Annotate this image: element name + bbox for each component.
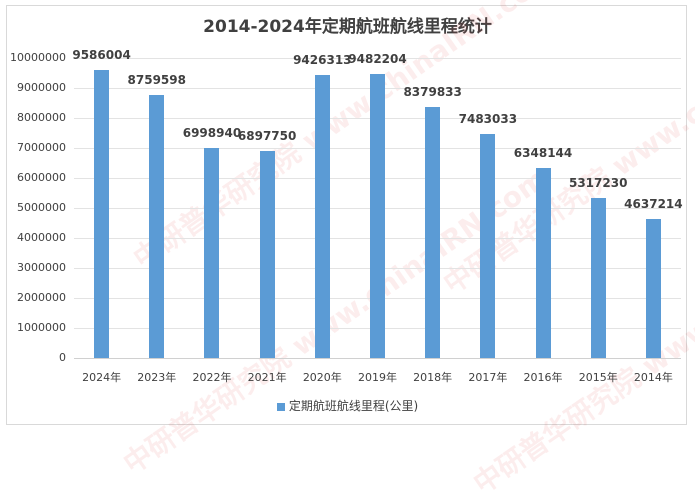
bar xyxy=(535,167,551,358)
y-tick-label: 2000000 xyxy=(17,291,66,304)
y-tick-label: 7000000 xyxy=(17,141,66,154)
legend-swatch-icon xyxy=(276,402,285,411)
gridline xyxy=(74,58,681,59)
y-tick-label: 9000000 xyxy=(17,81,66,94)
y-tick-label: 3000000 xyxy=(17,261,66,274)
data-label: 8379833 xyxy=(403,84,462,99)
bar xyxy=(314,75,330,358)
chart-title: 2014-2024年定期航班航线里程统计 xyxy=(203,17,492,37)
legend: 定期航班航线里程(公里) xyxy=(0,397,695,414)
x-tick-label: 2020年 xyxy=(302,371,342,384)
chart-frame xyxy=(6,5,687,425)
data-label: 6897750 xyxy=(237,129,297,144)
bar xyxy=(480,133,496,358)
data-label: 4637214 xyxy=(624,196,683,211)
gridline xyxy=(74,358,681,359)
x-tick-label: 2022年 xyxy=(192,371,232,384)
y-tick-label: 8000000 xyxy=(17,111,66,124)
data-label: 6998940 xyxy=(182,126,242,141)
x-tick-label: 2021年 xyxy=(247,371,287,384)
bar xyxy=(259,151,275,358)
bar xyxy=(204,148,220,358)
x-tick-label: 2019年 xyxy=(358,371,397,384)
legend-label: 定期航班航线里程(公里) xyxy=(288,399,419,413)
data-label: 5317230 xyxy=(568,176,628,191)
data-label: 8759598 xyxy=(127,73,186,88)
plot-area: 9586004 8759598 6998940 6897750 9426313 94822… xyxy=(72,48,683,359)
x-tick-label: 2017年 xyxy=(468,371,508,384)
x-tick-label: 2014年 xyxy=(633,371,673,384)
data-label: 9426313 xyxy=(293,53,352,68)
x-tick-label: 2016年 xyxy=(523,371,563,384)
bar xyxy=(590,198,606,358)
y-tick-label: 10000000 xyxy=(10,51,66,64)
y-tick-label: 4000000 xyxy=(17,231,66,244)
x-tick-label: 2015年 xyxy=(578,371,618,384)
y-tick-label: 0 xyxy=(59,351,66,364)
bar xyxy=(149,95,165,358)
y-tick-label: 1000000 xyxy=(17,321,66,334)
data-label: 7483033 xyxy=(458,111,518,126)
x-tick-label: 2018年 xyxy=(413,371,453,384)
y-tick-label: 6000000 xyxy=(17,171,66,184)
data-label: 9586004 xyxy=(72,48,131,63)
data-label: 6348144 xyxy=(513,145,573,160)
bar xyxy=(425,106,441,358)
y-tick-label: 5000000 xyxy=(17,201,66,214)
bar xyxy=(94,70,110,358)
x-tick-label: 2023年 xyxy=(137,371,177,384)
x-tick-label: 2024年 xyxy=(82,371,122,384)
data-label: 9482204 xyxy=(348,51,407,66)
bar xyxy=(370,73,385,358)
bar xyxy=(645,218,661,358)
